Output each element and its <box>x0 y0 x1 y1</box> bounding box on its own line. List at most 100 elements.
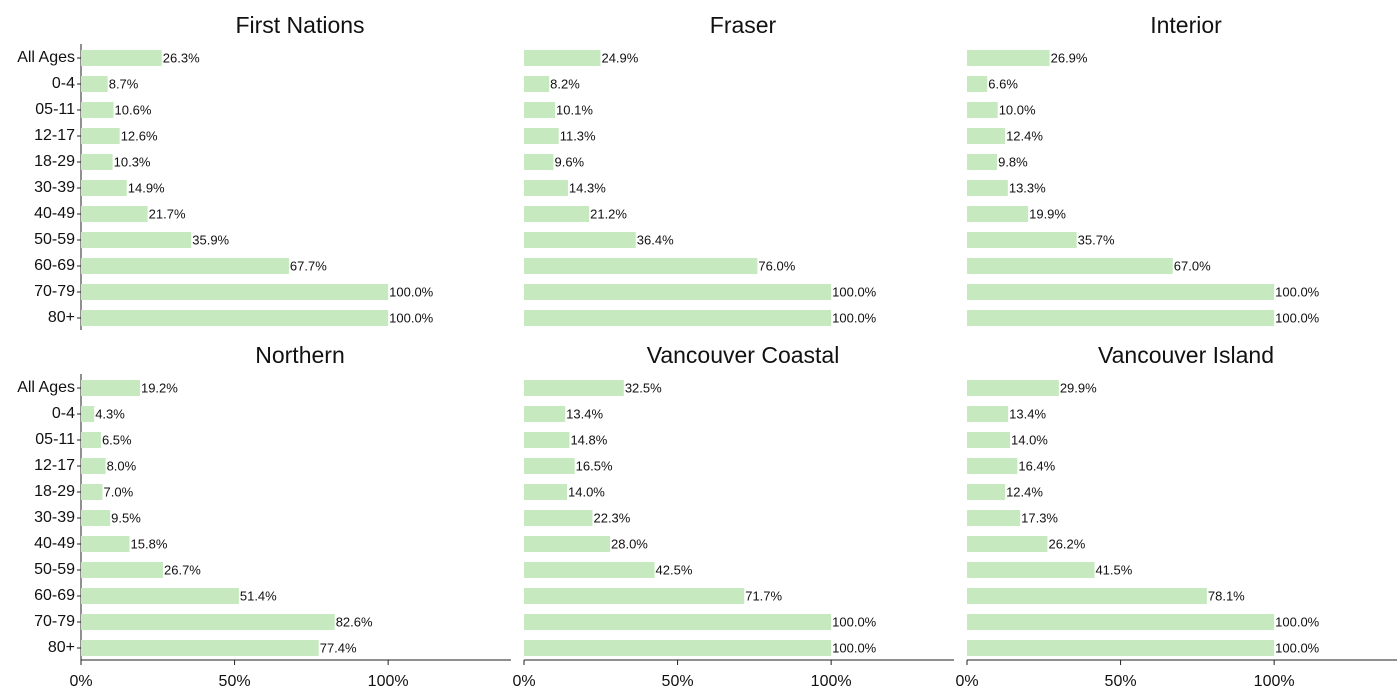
bar <box>81 310 389 326</box>
value-label: 11.3% <box>560 128 596 143</box>
value-label: 21.2% <box>590 206 627 221</box>
bar <box>967 50 1050 66</box>
y-tick-label: 60-69 <box>34 587 75 604</box>
value-label: 8.2% <box>550 76 580 91</box>
bar <box>967 536 1048 552</box>
y-tick-label: 70-79 <box>34 283 75 300</box>
bar <box>967 232 1077 248</box>
panel-title: Fraser <box>710 12 777 38</box>
value-label: 100.0% <box>389 284 434 299</box>
bar <box>524 588 745 604</box>
value-label: 29.9% <box>1060 380 1097 395</box>
bar <box>81 380 140 396</box>
x-tick-label: 50% <box>1105 673 1137 689</box>
y-tick-label: 12-17 <box>34 457 75 474</box>
bar <box>524 484 567 500</box>
value-label: 12.4% <box>1006 484 1043 499</box>
value-label: 71.7% <box>745 588 782 603</box>
value-label: 100.0% <box>832 310 877 325</box>
value-label: 10.6% <box>115 102 152 117</box>
value-label: 26.7% <box>164 562 201 577</box>
bar <box>81 154 113 170</box>
value-label: 14.9% <box>128 180 165 195</box>
y-tick-label: 50-59 <box>34 231 75 248</box>
value-label: 14.8% <box>570 432 607 447</box>
y-tick-label: 12-17 <box>34 127 75 144</box>
bar <box>81 76 108 92</box>
bar <box>81 510 111 526</box>
value-label: 9.5% <box>111 510 141 525</box>
y-tick-label: 0-4 <box>52 75 75 92</box>
panel-title: Vancouver Island <box>1098 342 1274 368</box>
y-tick-label: 80+ <box>48 309 75 326</box>
value-label: 14.3% <box>569 180 606 195</box>
y-tick-label: 70-79 <box>34 613 75 630</box>
bar <box>524 76 550 92</box>
bar <box>967 458 1018 474</box>
value-label: 13.4% <box>566 406 603 421</box>
value-label: 82.6% <box>336 614 373 629</box>
y-tick-label: 40-49 <box>34 535 75 552</box>
value-label: 32.5% <box>625 380 662 395</box>
value-label: 10.1% <box>556 102 593 117</box>
bar <box>967 128 1006 144</box>
bar <box>81 284 389 300</box>
bar <box>524 432 570 448</box>
bar <box>81 562 164 578</box>
value-label: 100.0% <box>389 310 434 325</box>
value-label: 41.5% <box>1095 562 1132 577</box>
value-label: 6.5% <box>102 432 132 447</box>
bar <box>524 536 610 552</box>
bar <box>81 536 130 552</box>
bar <box>524 50 601 66</box>
value-label: 9.6% <box>554 154 584 169</box>
value-label: 26.2% <box>1048 536 1085 551</box>
bar <box>967 484 1006 500</box>
x-tick-label: 100% <box>1254 673 1295 689</box>
y-tick-label: All Ages <box>17 379 75 396</box>
value-label: 8.7% <box>109 76 139 91</box>
bar <box>524 180 568 196</box>
bar <box>524 380 624 396</box>
bar <box>967 180 1008 196</box>
y-tick-label: All Ages <box>17 49 75 66</box>
bar <box>524 232 636 248</box>
bar <box>81 128 120 144</box>
value-label: 16.4% <box>1018 458 1055 473</box>
bar <box>81 102 114 118</box>
bar <box>81 232 192 248</box>
value-label: 77.4% <box>320 640 357 655</box>
x-tick-label: 0% <box>69 673 92 689</box>
panel-title: First Nations <box>235 12 364 38</box>
x-tick-label: 0% <box>512 673 535 689</box>
value-label: 26.3% <box>163 50 200 65</box>
value-label: 76.0% <box>758 258 795 273</box>
bar <box>524 510 593 526</box>
panel-title: Interior <box>1150 12 1222 38</box>
value-label: 24.9% <box>601 50 638 65</box>
bar <box>967 206 1029 222</box>
value-label: 7.0% <box>104 484 134 499</box>
value-label: 13.4% <box>1009 406 1046 421</box>
value-label: 14.0% <box>568 484 605 499</box>
y-tick-label: 0-4 <box>52 405 75 422</box>
bar <box>81 614 335 630</box>
value-label: 35.7% <box>1078 232 1115 247</box>
value-label: 19.9% <box>1029 206 1066 221</box>
bar <box>81 640 319 656</box>
y-tick-label: 30-39 <box>34 179 75 196</box>
bar <box>524 406 566 422</box>
value-label: 12.4% <box>1006 128 1043 143</box>
bar <box>967 284 1275 300</box>
bar <box>81 206 148 222</box>
bar <box>81 484 103 500</box>
bar <box>81 406 95 422</box>
value-label: 42.5% <box>656 562 693 577</box>
y-tick-label: 50-59 <box>34 561 75 578</box>
value-label: 28.0% <box>611 536 648 551</box>
x-tick-label: 50% <box>662 673 694 689</box>
panel-title: Northern <box>255 342 344 368</box>
bar <box>524 458 575 474</box>
bar <box>524 258 758 274</box>
